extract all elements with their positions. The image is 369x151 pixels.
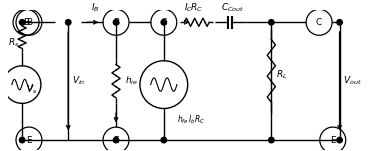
Circle shape bbox=[20, 137, 25, 143]
Text: $I_C$: $I_C$ bbox=[184, 1, 193, 14]
Text: $h_{fe}\,I_bR_C$: $h_{fe}\,I_bR_C$ bbox=[177, 114, 206, 126]
Text: $h_{ie}$: $h_{ie}$ bbox=[125, 75, 138, 87]
Text: C: C bbox=[161, 18, 167, 27]
Text: E: E bbox=[113, 136, 119, 145]
Text: $R_C$: $R_C$ bbox=[190, 1, 203, 14]
Text: $V_{in}$: $V_{in}$ bbox=[72, 75, 85, 87]
Circle shape bbox=[161, 20, 166, 25]
Text: $V_s$: $V_s$ bbox=[25, 84, 37, 96]
Circle shape bbox=[269, 137, 274, 143]
Text: B: B bbox=[23, 18, 29, 27]
Text: B: B bbox=[26, 18, 32, 27]
Circle shape bbox=[269, 20, 274, 25]
Text: $I_B$: $I_B$ bbox=[91, 1, 100, 14]
Text: E: E bbox=[26, 136, 32, 145]
Text: C: C bbox=[316, 18, 322, 27]
Circle shape bbox=[66, 20, 71, 25]
Text: $R_s$: $R_s$ bbox=[8, 37, 20, 49]
Circle shape bbox=[337, 20, 342, 25]
Circle shape bbox=[113, 137, 119, 143]
Circle shape bbox=[337, 137, 342, 143]
Circle shape bbox=[161, 137, 166, 143]
Text: $V_{out}$: $V_{out}$ bbox=[343, 75, 362, 87]
Text: E: E bbox=[330, 136, 335, 145]
Circle shape bbox=[20, 20, 25, 25]
Text: $C_{Cout}$: $C_{Cout}$ bbox=[221, 1, 245, 14]
Text: $R_L$: $R_L$ bbox=[276, 68, 288, 81]
Text: B: B bbox=[113, 18, 119, 27]
Circle shape bbox=[113, 20, 119, 25]
